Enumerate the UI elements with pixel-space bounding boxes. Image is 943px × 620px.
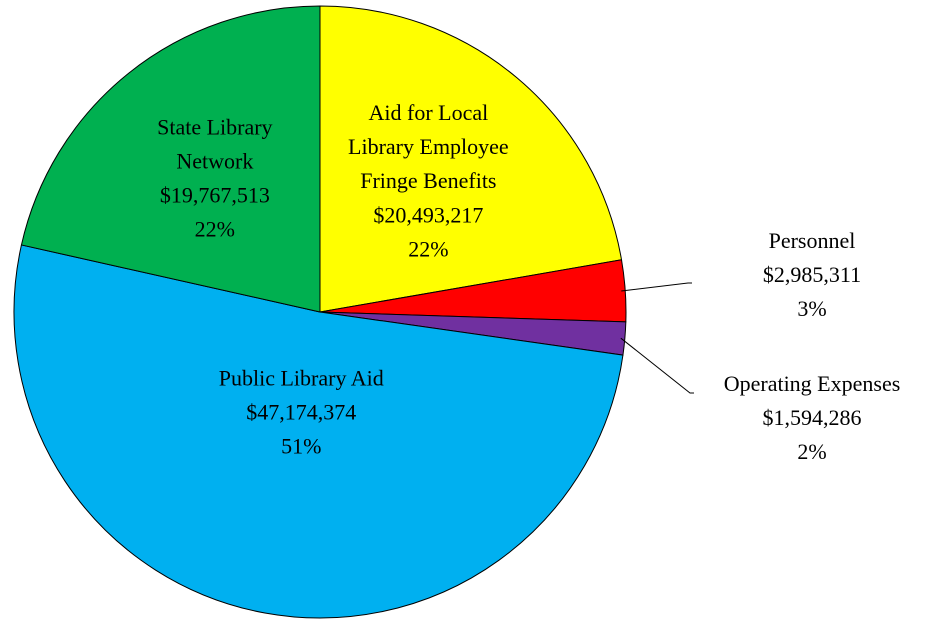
slice-name: Personnel xyxy=(769,228,856,253)
slice-percent-label: 22% xyxy=(408,236,448,261)
slice-label: Operating Expenses $1,594,286 2% xyxy=(724,371,901,464)
pie-slice xyxy=(319,5,623,313)
slice-name: Aid for Local Library Employee Fringe Bene… xyxy=(348,100,509,193)
slice-name: Operating Expenses xyxy=(724,371,901,396)
slice-percent-label: 22% xyxy=(195,217,235,242)
pie-slice xyxy=(20,5,321,313)
leader-line xyxy=(620,337,694,394)
slice-percent-label: 51% xyxy=(281,433,321,458)
slice-percent-label: 3% xyxy=(797,296,826,321)
slice-value-label: $2,985,311 xyxy=(763,262,861,287)
slice-label: Personnel $2,985,311 3% xyxy=(763,228,861,321)
slice-percent-label: 2% xyxy=(797,439,826,464)
slice-value-label: $1,594,286 xyxy=(763,405,862,430)
leader-line xyxy=(621,282,692,292)
slice-value-label: $47,174,374 xyxy=(246,399,356,424)
slice-label: State Library Network $19,767,513 22% xyxy=(157,115,272,242)
slice-value-label: $20,493,217 xyxy=(373,202,483,227)
slice-label: Aid for Local Library Employee Fringe Bene… xyxy=(348,100,509,261)
slice-name: State Library Network xyxy=(157,115,272,174)
slice-label: Public Library Aid $47,174,374 51% xyxy=(219,365,384,458)
slice-value-label: $19,767,513 xyxy=(160,183,270,208)
pie-slice xyxy=(13,244,624,619)
slice-name: Public Library Aid xyxy=(219,365,384,390)
